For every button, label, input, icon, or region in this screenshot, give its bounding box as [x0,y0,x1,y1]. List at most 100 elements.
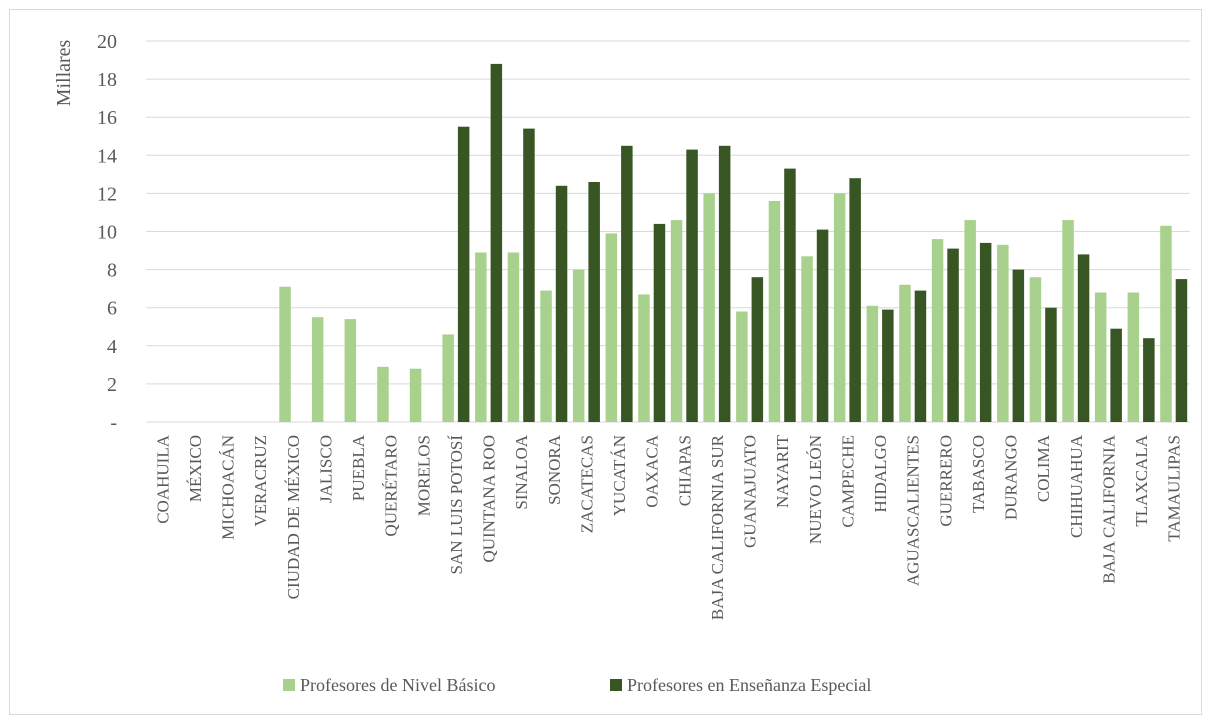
bar-special [914,290,927,422]
bar-basic [605,233,618,422]
bar-basic [899,284,911,422]
y-axis-label: Millares [53,39,75,106]
bar-basic [801,256,813,422]
bar-basic [279,286,291,422]
bar-basic [442,334,454,422]
x-tick-label: JALISCO [316,435,335,503]
bar-special [621,145,633,423]
bar-basic [736,311,748,422]
x-tick-label: MORELOS [414,435,433,516]
bar-special [1143,338,1155,422]
bar-basic [866,305,879,422]
x-tick-label: HIDALGO [871,435,890,512]
x-tick-label: QUINTANA ROO [480,435,499,563]
y-tick-label: 16 [97,107,117,129]
x-tick-label: YUCATÁN [610,435,629,516]
bar-basic [1062,220,1074,422]
x-tick-label: VERACRUZ [251,435,270,527]
chart-frame: - 2 4 6 8 10 12 14 16 18 20 COAHUILA MÉXICO MICHOACÁ… [9,9,1202,715]
bar-basic [638,294,650,422]
legend-label-basic: Profesores de Nivel Básico [300,675,495,695]
bar-basic [540,290,552,422]
bar-basic [507,252,520,422]
y-tick-label: 14 [97,145,117,167]
bar-basic [1127,292,1140,422]
x-tick-label: GUANAJUATO [741,435,760,548]
bar-special [882,309,894,422]
bar-basic [997,244,1009,422]
bar-basic [1029,277,1042,422]
x-tick-label: TABASCO [969,435,988,513]
bar-special [849,178,861,422]
bars [279,63,1188,423]
x-tick-label: TLAXCALA [1132,434,1151,526]
x-tick-label: COLIMA [1034,434,1053,502]
legend: Profesores de Nivel Básico Profesores en… [283,675,871,695]
x-tick-label: NUEVO LEÓN [806,435,825,544]
y-tick-label: 4 [107,336,117,358]
bar-basic [572,269,585,422]
bar-special [686,149,698,422]
bar-special [653,223,666,422]
y-tick-label: 12 [97,183,117,205]
bar-special [816,229,829,422]
y-tick-label: 20 [97,31,117,53]
bar-basic [931,239,944,422]
x-tick-label: PUEBLA [349,434,368,501]
x-tick-label: OAXACA [643,434,662,507]
x-tick-label: BAJA CALIFORNIA SUR [708,434,727,620]
bar-basic [768,201,781,422]
y-tick-label: 8 [107,260,117,282]
bar-special [1012,269,1025,422]
y-tick-label: 6 [107,298,117,320]
x-tick-label: DURANGO [1002,435,1021,520]
bar-special [718,145,731,423]
chart-svg: - 2 4 6 8 10 12 14 16 18 20 COAHUILA MÉXICO MICHOACÁ… [53,31,1190,695]
legend-swatch-basic [283,679,295,691]
x-tick-label: ZACATECAS [577,435,596,533]
bar-special [555,185,568,422]
bar-basic [1094,292,1107,422]
x-tick-label: SINALOA [512,434,531,509]
bar-basic [475,252,487,422]
bar-special [457,126,470,422]
x-tick-label: TAMAULIPAS [1165,435,1184,542]
legend-label-special: Profesores en Enseñanza Especial [627,675,871,695]
bar-basic [670,220,683,422]
bar-special [1045,307,1057,422]
bar-special [947,248,959,422]
bar-special [490,63,503,423]
x-tick-label: CIUDAD DE MÉXICO [284,435,303,599]
x-tick-label: MÉXICO [186,435,205,502]
y-tick-label: 10 [97,222,117,244]
bar-basic [833,193,846,422]
bar-special [1077,254,1090,422]
x-tick-label: CHIHUAHUA [1067,434,1086,538]
bar-special [751,277,764,422]
bar-basic [964,220,976,422]
bar-basic [344,319,357,422]
y-tick-label: - [110,412,117,434]
x-tick-label: BAJA CALIFORNIA [1099,434,1118,583]
legend-swatch-special [610,679,622,691]
bar-special [588,182,600,422]
x-tick-label: SONORA [545,434,564,505]
y-tick-label: 2 [107,374,117,396]
x-axis-tick-labels: COAHUILA MÉXICO MICHOACÁN VERACRUZ CIUDAD DE… [153,434,1183,620]
bar-special [784,168,796,422]
x-tick-label: SAN LUIS POTOSÍ [447,435,466,575]
y-tick-label: 18 [97,69,117,91]
bar-basic [1160,225,1172,422]
x-tick-label: NAYARIT [773,434,792,508]
x-tick-label: CHIAPAS [675,435,694,506]
bar-special [1110,328,1122,422]
bar-special [523,128,535,422]
x-tick-label: MICHOACÁN [219,435,238,540]
x-tick-label: COAHUILA [153,434,172,523]
x-tick-label: QUERÉTARO [382,435,401,537]
x-tick-label: AGUASCALIENTES [904,435,923,586]
y-axis-tick-labels: - 2 4 6 8 10 12 14 16 18 20 [97,31,117,434]
bar-basic [311,317,324,422]
bar-special [979,242,992,422]
bar-basic [703,193,715,422]
